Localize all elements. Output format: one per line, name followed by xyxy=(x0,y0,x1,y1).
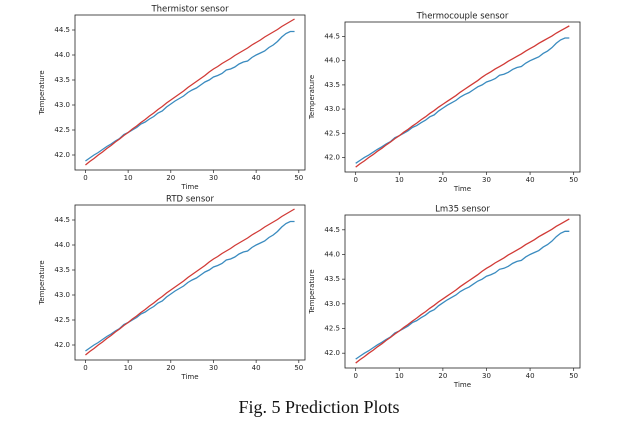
chart-title: Lm35 sensor xyxy=(435,205,490,215)
chart-title: Thermocouple sensor xyxy=(416,12,509,22)
y-axis-label: Temperature xyxy=(308,269,316,314)
y-tick-label: 42.5 xyxy=(324,325,340,333)
series-line xyxy=(85,18,295,166)
series-line xyxy=(85,208,295,356)
plot-frame xyxy=(74,204,306,361)
y-tick-label: 42.0 xyxy=(324,153,340,161)
x-axis-label: Time xyxy=(453,185,471,193)
x-tick-label: 0 xyxy=(353,176,357,184)
y-tick-label: 44.0 xyxy=(324,250,340,258)
y-tick-label: 44.5 xyxy=(54,26,70,34)
y-tick-label: 44.5 xyxy=(54,216,70,224)
x-tick-label: 40 xyxy=(252,364,261,372)
plot-frame xyxy=(344,214,581,369)
x-tick-label: 10 xyxy=(124,174,133,182)
x-tick-label: 30 xyxy=(482,372,491,380)
x-tick-label: 10 xyxy=(395,372,404,380)
y-tick-label: 43.5 xyxy=(54,266,70,274)
x-tick-label: 30 xyxy=(482,176,491,184)
x-tick-label: 20 xyxy=(438,176,447,184)
y-tick-label: 43.0 xyxy=(324,105,340,113)
x-tick-label: 10 xyxy=(395,176,404,184)
y-tick-label: 44.0 xyxy=(54,51,70,59)
x-tick-label: 40 xyxy=(526,176,535,184)
x-tick-label: 0 xyxy=(83,364,87,372)
y-tick-label: 44.5 xyxy=(324,33,340,41)
x-tick-label: 40 xyxy=(526,372,535,380)
y-tick-label: 44.5 xyxy=(324,226,340,234)
x-axis-label: Time xyxy=(453,381,471,389)
x-axis-label: Time xyxy=(180,183,198,191)
plot-frame xyxy=(344,21,581,173)
series-line xyxy=(355,218,570,364)
x-tick-label: 0 xyxy=(83,174,87,182)
x-tick-label: 0 xyxy=(353,372,357,380)
y-tick-label: 44.0 xyxy=(54,241,70,249)
y-tick-label: 43.5 xyxy=(54,76,70,84)
x-tick-label: 50 xyxy=(294,364,303,372)
y-tick-label: 43.0 xyxy=(324,300,340,308)
chart-title: RTD sensor xyxy=(166,195,214,205)
x-tick-label: 30 xyxy=(209,174,218,182)
x-tick-label: 20 xyxy=(166,174,175,182)
plot-frame xyxy=(74,14,306,171)
y-tick-label: 42.5 xyxy=(54,126,70,134)
x-tick-label: 50 xyxy=(294,174,303,182)
y-tick-label: 43.0 xyxy=(54,291,70,299)
x-tick-label: 40 xyxy=(252,174,261,182)
y-tick-label: 42.5 xyxy=(324,129,340,137)
x-tick-label: 20 xyxy=(438,372,447,380)
y-axis-label: Temperature xyxy=(38,260,46,305)
caption: Fig. 5 Prediction Plots xyxy=(238,397,399,417)
y-tick-label: 42.5 xyxy=(54,316,70,324)
x-tick-label: 20 xyxy=(166,364,175,372)
x-axis-label: Time xyxy=(180,373,198,381)
series-line xyxy=(355,25,570,168)
y-tick-label: 42.0 xyxy=(54,151,70,159)
y-axis-label: Temperature xyxy=(38,70,46,115)
y-tick-label: 42.0 xyxy=(324,349,340,357)
x-tick-label: 10 xyxy=(124,364,133,372)
y-tick-label: 43.5 xyxy=(324,275,340,283)
y-axis-label: Temperature xyxy=(308,75,316,120)
y-tick-label: 44.0 xyxy=(324,57,340,65)
y-tick-label: 42.0 xyxy=(54,341,70,349)
y-tick-label: 43.0 xyxy=(54,101,70,109)
y-tick-label: 43.5 xyxy=(324,81,340,89)
x-tick-label: 30 xyxy=(209,364,218,372)
x-tick-label: 50 xyxy=(569,372,578,380)
chart-title: Thermistor sensor xyxy=(150,5,229,15)
x-tick-label: 50 xyxy=(569,176,578,184)
